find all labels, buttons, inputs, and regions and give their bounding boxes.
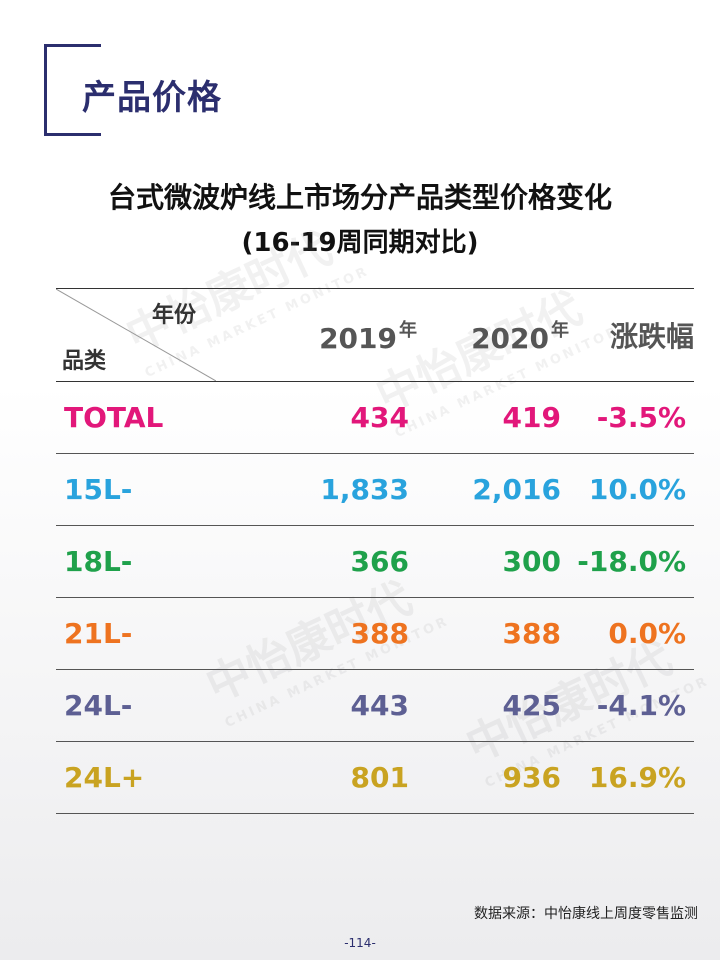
table-row: 15L- 1,833 2,016 10.0% xyxy=(56,453,694,526)
header-2020-year: 2020 xyxy=(471,321,549,355)
corner-year-label: 年份 xyxy=(152,303,197,328)
change-cell: 0.0% xyxy=(569,597,694,670)
table-row: 24L+ 801 936 16.9% xyxy=(56,741,694,814)
value-2019-cell: 801 xyxy=(265,741,417,814)
chart-title: 台式微波炉线上市场分产品类型价格变化 xyxy=(107,181,612,214)
header-2020-suffix: 年 xyxy=(551,319,569,341)
change-cell: 10.0% xyxy=(569,453,694,526)
header-2019: 2019 年 xyxy=(265,288,417,382)
table-header-row: 年份 品类 2019 年 2020 年 涨跌幅 xyxy=(56,288,694,382)
value-2020-cell: 388 xyxy=(417,597,569,670)
header-2019-year: 2019 xyxy=(319,321,397,355)
value-2019-cell: 366 xyxy=(265,525,417,598)
value-2019-cell: 434 xyxy=(265,381,417,454)
change-cell: 16.9% xyxy=(569,741,694,814)
category-cell: 24L- xyxy=(56,669,265,742)
change-cell: -4.1% xyxy=(569,669,694,742)
section-title: 产品价格 xyxy=(82,78,222,118)
table-corner-cell: 年份 品类 xyxy=(56,288,265,382)
category-cell: 21L- xyxy=(56,597,265,670)
table-row: TOTAL 434 419 -3.5% xyxy=(56,381,694,454)
header-change: 涨跌幅 xyxy=(569,288,694,382)
value-2019-cell: 1,833 xyxy=(265,453,417,526)
value-2020-cell: 419 xyxy=(417,381,569,454)
price-table: 年份 品类 2019 年 2020 年 涨跌幅 TOTAL 434 419 -3.5% 15… xyxy=(56,288,694,814)
category-cell: 24L+ xyxy=(56,741,265,814)
category-cell: 18L- xyxy=(56,525,265,598)
category-cell: TOTAL xyxy=(56,381,265,454)
category-cell: 15L- xyxy=(56,453,265,526)
value-2020-cell: 2,016 xyxy=(417,453,569,526)
chart-subtitle: (16-19周同期对比) xyxy=(241,228,479,258)
value-2020-cell: 936 xyxy=(417,741,569,814)
page-number: -114- xyxy=(344,936,376,950)
data-source-note: 数据来源：中怡康线上周度零售监测 xyxy=(474,906,698,922)
title-bracket xyxy=(44,44,101,136)
value-2020-cell: 425 xyxy=(417,669,569,742)
change-cell: -18.0% xyxy=(569,525,694,598)
header-2020: 2020 年 xyxy=(417,288,569,382)
table-row: 24L- 443 425 -4.1% xyxy=(56,669,694,742)
diagonal-line xyxy=(56,289,216,381)
value-2020-cell: 300 xyxy=(417,525,569,598)
header-2019-suffix: 年 xyxy=(399,319,417,341)
table-row: 21L- 388 388 0.0% xyxy=(56,597,694,670)
value-2019-cell: 443 xyxy=(265,669,417,742)
corner-category-label: 品类 xyxy=(62,349,107,374)
table-row: 18L- 366 300 -18.0% xyxy=(56,525,694,598)
change-cell: -3.5% xyxy=(569,381,694,454)
value-2019-cell: 388 xyxy=(265,597,417,670)
